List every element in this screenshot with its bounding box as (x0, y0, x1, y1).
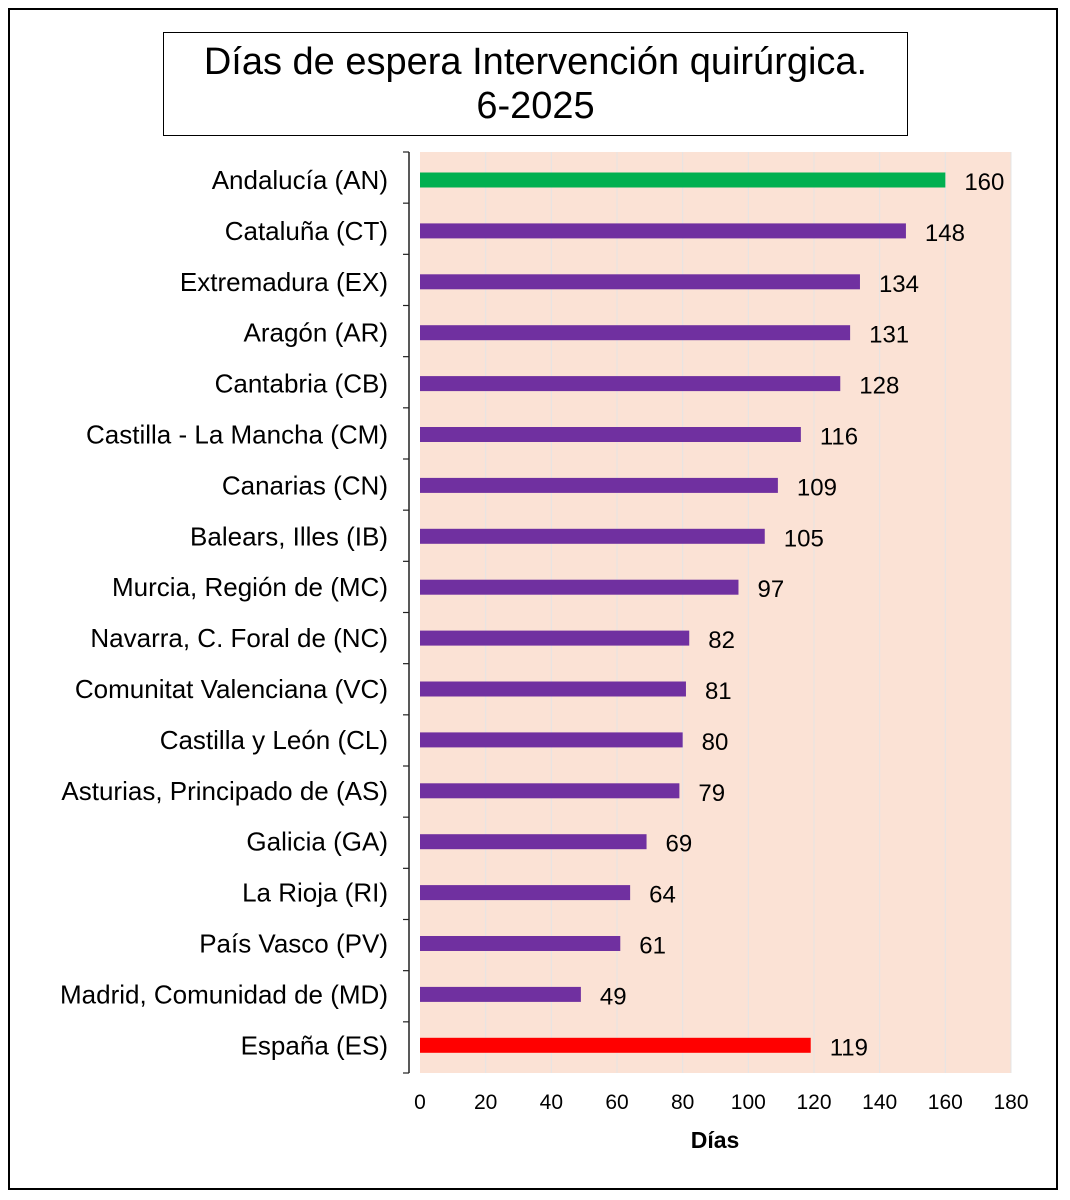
bar (420, 427, 801, 442)
x-tick-label: 160 (928, 1091, 963, 1114)
bar (420, 783, 680, 799)
category-label: La Rioja (RI) (242, 878, 388, 908)
bar (420, 732, 683, 748)
x-tick-label: 100 (731, 1091, 766, 1114)
value-label: 97 (757, 576, 784, 603)
bar (420, 986, 581, 1002)
bar (420, 834, 647, 850)
x-tick-label: 140 (862, 1091, 897, 1114)
value-label: 116 (820, 424, 858, 451)
bar (420, 376, 841, 392)
bar (420, 325, 851, 341)
category-label: Cantabria (CB) (215, 369, 388, 399)
x-tick-label: 40 (540, 1091, 563, 1114)
value-label: 131 (869, 322, 909, 349)
category-label: Aragón (AR) (244, 318, 389, 348)
value-label: 79 (698, 780, 725, 807)
category-label: Andalucía (AN) (212, 165, 388, 195)
value-label: 119 (830, 1034, 868, 1061)
value-label: 81 (705, 678, 732, 705)
bar (420, 1037, 811, 1053)
value-label: 64 (649, 882, 676, 909)
value-label: 128 (859, 373, 899, 400)
category-label: Extremadura (EX) (180, 267, 388, 297)
chart-title-line-2: 6-2025 (476, 85, 595, 127)
x-tick-label: 0 (414, 1091, 426, 1114)
category-label: Castilla - La Mancha (CM) (86, 420, 388, 450)
bar (420, 172, 946, 188)
x-axis-title: Días (691, 1127, 740, 1153)
bar (420, 477, 778, 493)
value-label: 49 (600, 983, 627, 1010)
category-label: Canarias (CN) (222, 470, 388, 500)
value-label: 105 (784, 525, 824, 552)
bar (420, 528, 765, 544)
category-label: Murcia, Región de (MC) (112, 572, 388, 602)
category-label: Castilla y León (CL) (160, 725, 388, 755)
chart-title-line-1: Días de espera Intervención quirúrgica. (203, 41, 868, 83)
value-label: 148 (925, 220, 965, 247)
category-label: Navarra, C. Foral de (NC) (90, 623, 388, 653)
bar (420, 681, 686, 697)
x-tick-label: 20 (474, 1091, 497, 1114)
category-label: Madrid, Comunidad de (MD) (60, 979, 388, 1009)
value-label: 134 (879, 271, 919, 298)
bar (420, 579, 739, 595)
category-label: Balears, Illes (IB) (190, 521, 388, 551)
value-label: 69 (666, 831, 693, 858)
category-label: Asturias, Principado de (AS) (61, 776, 388, 806)
x-tick-label: 120 (796, 1091, 831, 1114)
bar (420, 936, 621, 951)
bar (420, 885, 631, 901)
plot-area (420, 152, 1011, 1073)
x-tick-label: 180 (993, 1091, 1028, 1114)
value-label: 80 (702, 729, 729, 756)
value-label: 82 (708, 627, 735, 654)
category-label: España (ES) (241, 1030, 388, 1060)
value-label: 109 (797, 474, 837, 501)
value-label: 160 (964, 169, 1004, 196)
category-label: País Vasco (PV) (199, 929, 388, 959)
value-label: 61 (639, 933, 666, 960)
category-label: Galicia (GA) (246, 827, 388, 857)
bar (420, 274, 860, 290)
category-label: Cataluña (CT) (225, 216, 388, 246)
bar (420, 223, 906, 239)
x-tick-label: 80 (671, 1091, 694, 1114)
chart-title-box: Días de espera Intervención quirúrgica. … (163, 32, 908, 136)
x-tick-label: 60 (605, 1091, 628, 1114)
category-label: Comunitat Valenciana (VC) (75, 674, 388, 704)
bar (420, 630, 690, 646)
